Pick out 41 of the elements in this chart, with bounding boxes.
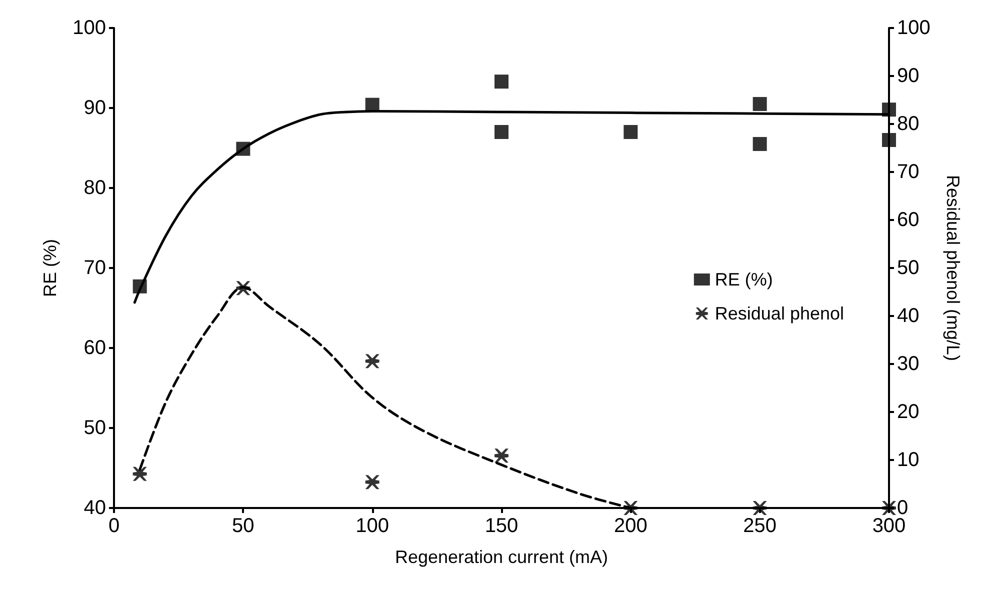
point <box>624 125 638 139</box>
y2-tick-label: 70 <box>897 161 920 183</box>
y-tick-label: 60 <box>84 337 106 359</box>
y-tick-label: 80 <box>84 177 106 199</box>
y-axis-title: RE (%) <box>40 239 60 297</box>
y2-tick-label: 20 <box>897 401 920 423</box>
y2-tick-label: 60 <box>897 209 920 231</box>
point <box>752 501 767 515</box>
point <box>494 125 508 139</box>
point <box>882 133 896 147</box>
point <box>365 354 380 368</box>
y-tick-label: 90 <box>84 97 106 119</box>
point <box>882 501 896 515</box>
point <box>494 448 508 463</box>
point <box>752 97 767 111</box>
x-tick-label: 150 <box>484 515 518 537</box>
x-tick-label: 250 <box>743 515 777 537</box>
x-tick-label: 100 <box>356 515 390 537</box>
y2-tick-label: 90 <box>897 65 920 87</box>
y-tick-label: 70 <box>84 257 106 279</box>
y2-tick-label: 30 <box>897 353 920 375</box>
point <box>882 102 896 117</box>
y2-tick-label: 100 <box>897 17 930 39</box>
x-axis-title: Regeneration current (mA) <box>394 547 608 567</box>
y2-tick-label: 10 <box>897 449 920 471</box>
legend-label: RE (%) <box>714 270 773 290</box>
y-tick-label: 50 <box>84 417 106 439</box>
legend-label: Residual phenol <box>714 304 844 324</box>
y-tick-label: 100 <box>72 17 106 39</box>
x-tick-label: 200 <box>614 515 648 537</box>
point <box>365 475 380 490</box>
point <box>494 74 508 89</box>
point <box>752 137 767 151</box>
y-tick-label: 40 <box>84 497 106 519</box>
x-tick-label: 0 <box>108 515 120 537</box>
point <box>132 466 147 481</box>
y2-tick-label: 80 <box>897 113 920 135</box>
y2-tick-label: 40 <box>897 305 920 327</box>
y2-tick-label: 50 <box>897 257 920 279</box>
y2-axis-title: Residual phenol (mg/L) <box>943 174 963 362</box>
x-tick-label: 50 <box>232 515 254 537</box>
